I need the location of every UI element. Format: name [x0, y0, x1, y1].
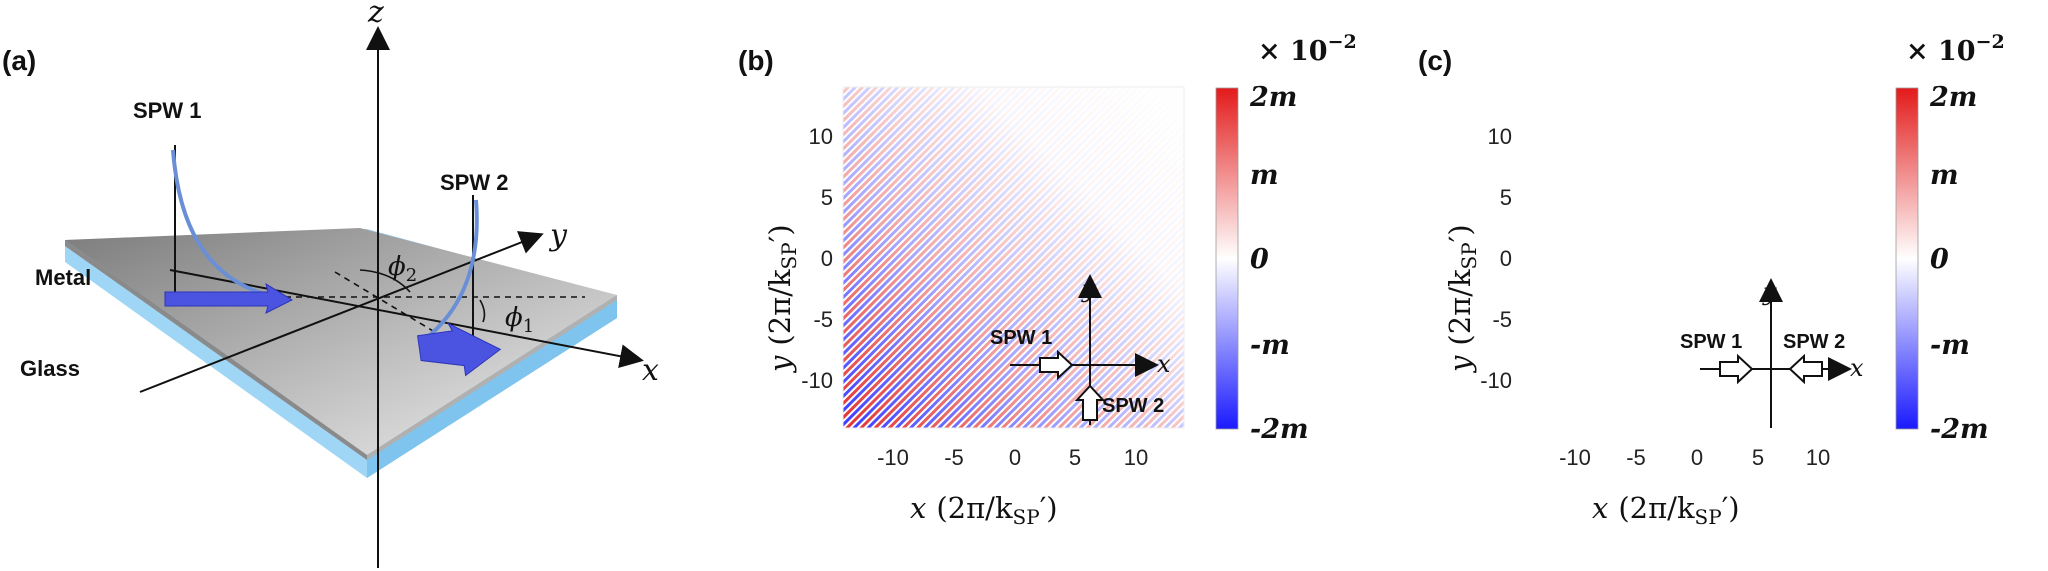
metal-edge	[65, 240, 367, 460]
inset-c-y-label: y	[1762, 278, 1777, 306]
cb-tick: -m	[1250, 330, 1290, 361]
cb-tick: m	[1930, 160, 1959, 191]
cb-tick: -2m	[1250, 414, 1309, 445]
xtick: -10	[877, 445, 909, 470]
ytick: -10	[801, 368, 833, 393]
xtick: -10	[1559, 445, 1591, 470]
heatmap-b	[843, 87, 1184, 428]
inset-b-spw2-arrow	[1074, 384, 1106, 421]
plot-b-inset: y x SPW 1 SPW 2	[990, 274, 1171, 425]
plot-c-inset: y x SPW 1 SPW 2	[1680, 278, 1864, 428]
plot-b-ylabel: y(2π/kSP′)	[763, 224, 801, 374]
ytick: 5	[821, 185, 833, 210]
metal-label: Metal	[35, 265, 91, 290]
ytick: -5	[1492, 307, 1512, 332]
panel-b: (b) -10 -5 0 5 10 10 5 0 -5 -10 x (2π/kSP…	[738, 31, 1357, 529]
glass-side-right	[367, 295, 617, 478]
cb-tick: 0	[1250, 244, 1269, 275]
colorbar-c-exponent: × 10−2	[1906, 31, 2005, 67]
plot-c-xlabel: x (2π/kSP′)	[1592, 491, 1740, 529]
x-axis-label: x	[642, 353, 659, 388]
panel-a-label: (a)	[2, 45, 36, 76]
cb-tick: m	[1250, 160, 1279, 191]
inset-c-spw2-arrow	[1788, 353, 1823, 385]
panel-c: (c) -10 -5 0 5 10 10 5 0 -5 -10 x (2π/kSP…	[1418, 31, 2005, 529]
inset-b-spw1-arrow	[1039, 349, 1074, 381]
panel-c-label: (c)	[1418, 45, 1452, 76]
inset-b-y-label: y	[1081, 275, 1096, 303]
xtick: -5	[944, 445, 964, 470]
spw1-field-decay	[171, 149, 286, 301]
metal-edge-right	[367, 295, 617, 460]
ytick: 0	[821, 246, 833, 271]
heatmap-b-fade	[843, 87, 1184, 428]
spw2-label: SPW 2	[440, 170, 508, 195]
inset-c-x-label: x	[1850, 354, 1864, 382]
metal-surface	[65, 228, 617, 455]
colorbar-b-ticks: 2m m 0 -m -2m	[1249, 82, 1309, 445]
plot-c-yticks: 10 5 0 -5 -10	[1480, 124, 1512, 393]
ytick: 10	[1488, 124, 1512, 149]
ytick: 0	[1500, 246, 1512, 271]
plot-b-xlabel: x (2π/kSP′)	[910, 491, 1058, 529]
panel-b-label: (b)	[738, 45, 774, 76]
cb-tick: 2m	[1249, 82, 1297, 113]
inset-b-spw1-label: SPW 1	[990, 327, 1052, 349]
xtick: 10	[1124, 445, 1148, 470]
inset-b-x-label: x	[1157, 350, 1171, 378]
plot-b-frame	[842, 86, 1185, 429]
glass-label: Glass	[20, 356, 80, 381]
phi2-arc	[359, 269, 411, 293]
inset-c-spw1-arrow	[1719, 353, 1754, 385]
ytick: 10	[809, 124, 833, 149]
plot-b-xticks: -10 -5 0 5 10	[877, 445, 1148, 470]
plot-b-yticks: 10 5 0 -5 -10	[801, 124, 833, 393]
cb-tick: 0	[1930, 244, 1949, 275]
cb-tick: 2m	[1929, 82, 1977, 113]
xtick: -5	[1626, 445, 1646, 470]
plot-c-xticks: -10 -5 0 5 10	[1559, 445, 1830, 470]
xtick: 0	[1009, 445, 1021, 470]
ytick: 5	[1500, 185, 1512, 210]
dashed-line-diagonal	[334, 271, 469, 353]
spw1-arrow	[164, 282, 294, 314]
phi1-arc	[479, 299, 486, 323]
xtick: 5	[1752, 445, 1764, 470]
colorbar-b-exponent: × 10−2	[1258, 31, 1357, 67]
ytick: -5	[813, 307, 833, 332]
spw1-label: SPW 1	[133, 98, 201, 123]
plot-c-ylabel: y(2π/kSP′)	[1443, 224, 1481, 374]
y-axis-label: y	[548, 218, 568, 253]
colorbar-c-ticks: 2m m 0 -m -2m	[1929, 82, 1989, 445]
colorbar-c	[1895, 87, 1919, 430]
spw2-arrow	[417, 322, 502, 377]
colorbar-b	[1215, 87, 1239, 430]
xtick: 0	[1691, 445, 1703, 470]
cb-tick: -2m	[1930, 414, 1989, 445]
inset-b-spw2-label: SPW 2	[1102, 395, 1164, 417]
phi2-label: ϕ2	[388, 252, 417, 286]
inset-c-spw2-label: SPW 2	[1783, 331, 1845, 353]
ytick: -10	[1480, 368, 1512, 393]
z-axis-label: z	[367, 0, 384, 30]
phi1-label: ϕ1	[505, 303, 534, 337]
cb-tick: -m	[1930, 330, 1970, 361]
spw2-field-decay	[428, 199, 479, 337]
xtick: 10	[1806, 445, 1830, 470]
xtick: 5	[1069, 445, 1081, 470]
panel-a: (a) z y x ϕ2 ϕ1 SPW 1 SPW 2 Metal	[2, 0, 659, 568]
inset-c-spw1-label: SPW 1	[1680, 331, 1742, 353]
